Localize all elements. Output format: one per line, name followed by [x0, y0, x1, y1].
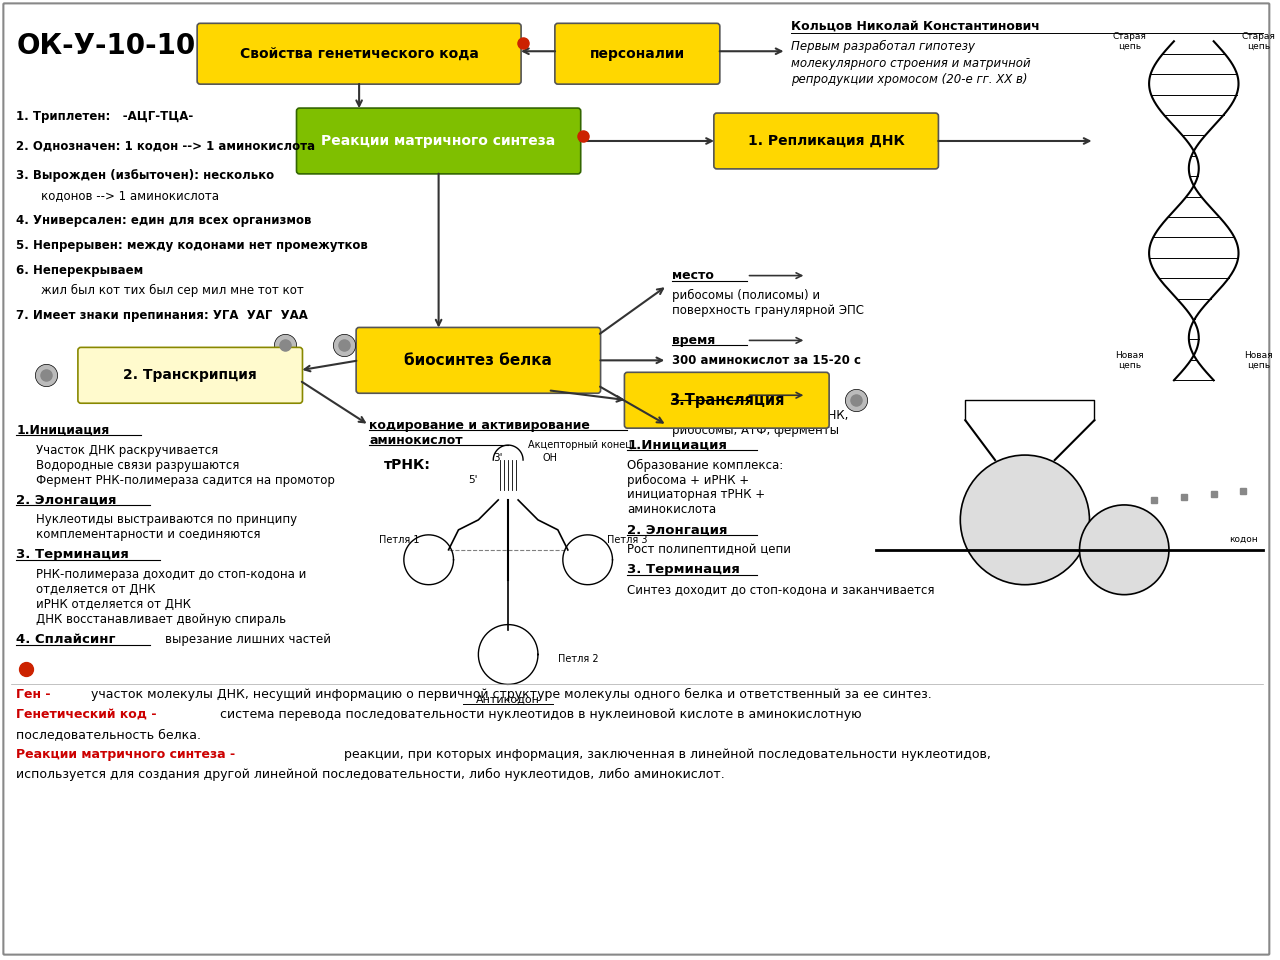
Text: вырезание лишних частей: вырезание лишних частей: [165, 633, 332, 646]
Text: РНК-полимераза доходит до стоп-кодона и: РНК-полимераза доходит до стоп-кодона и: [36, 568, 306, 581]
FancyBboxPatch shape: [554, 23, 719, 84]
Text: 3': 3': [494, 453, 503, 463]
Text: 3.Трансляция: 3.Трансляция: [669, 393, 785, 408]
Text: Рост полипептидной цепи: Рост полипептидной цепи: [627, 543, 791, 556]
Text: Образование комплекса:: Образование комплекса:: [627, 459, 783, 471]
Text: тРНК:: тРНК:: [384, 458, 431, 472]
Text: Акцепторный конец: Акцепторный конец: [529, 440, 632, 450]
Text: 4. Универсален: един для всех организмов: 4. Универсален: един для всех организмов: [17, 214, 311, 228]
Text: Участок ДНК раскручивается: Участок ДНК раскручивается: [36, 444, 219, 457]
Text: аминокислот: аминокислот: [369, 434, 462, 446]
Text: аминокислота: аминокислота: [627, 503, 717, 516]
Text: Старая: Старая: [1112, 32, 1146, 40]
FancyBboxPatch shape: [714, 113, 938, 169]
Text: 1.Инициация: 1.Инициация: [627, 439, 727, 451]
Text: 6. Неперекрываем: 6. Неперекрываем: [17, 264, 143, 277]
Circle shape: [960, 455, 1089, 585]
Text: последовательность белка.: последовательность белка.: [17, 728, 201, 741]
Text: Антикодон: Антикодон: [476, 694, 540, 705]
Text: кодирование и активирование: кодирование и активирование: [369, 419, 590, 432]
Text: Новая: Новая: [1244, 350, 1272, 360]
Text: время: время: [672, 334, 716, 347]
Text: участок молекулы ДНК, несущий информацию о первичной структуре молекулы одного б: участок молекулы ДНК, несущий информацию…: [91, 687, 932, 701]
Text: 2. Элонгация: 2. Элонгация: [17, 493, 116, 507]
Text: кодон: кодон: [1229, 536, 1258, 544]
FancyBboxPatch shape: [197, 23, 521, 84]
Text: ОК-У-10-10: ОК-У-10-10: [17, 33, 196, 60]
Text: Реакции матричного синтеза -: Реакции матричного синтеза -: [17, 748, 236, 760]
Text: ДНК восстанавливает двойную спираль: ДНК восстанавливает двойную спираль: [36, 613, 287, 626]
Circle shape: [1079, 505, 1169, 594]
Text: 1. Триплетен:   -АЦГ-ТЦА-: 1. Триплетен: -АЦГ-ТЦА-: [17, 109, 193, 123]
Text: Петля 1: Петля 1: [379, 535, 419, 545]
Text: Водородные связи разрушаются: Водородные связи разрушаются: [36, 459, 239, 471]
Text: 3. Терминация: 3. Терминация: [627, 564, 740, 576]
Text: 2. Однозначен: 1 кодон --> 1 аминокислота: 2. Однозначен: 1 кодон --> 1 аминокислот…: [17, 139, 315, 153]
Text: Первым разработал гипотезу: Первым разработал гипотезу: [791, 39, 975, 53]
Text: цепь: цепь: [1247, 361, 1270, 370]
Text: реакции, при которых информация, заключенная в линейной последовательности нукле: реакции, при которых информация, заключе…: [344, 748, 991, 760]
Text: Петля 2: Петля 2: [558, 655, 599, 664]
Text: аминокислоты,  иРНК, тРНК,: аминокислоты, иРНК, тРНК,: [672, 409, 849, 421]
Text: место: место: [672, 269, 714, 282]
Text: рибосома + иРНК +: рибосома + иРНК +: [627, 473, 750, 487]
FancyBboxPatch shape: [78, 348, 302, 403]
FancyBboxPatch shape: [625, 372, 829, 428]
Text: цепь: цепь: [1117, 41, 1140, 51]
Text: условия: условия: [672, 389, 730, 401]
Text: Нуклеотиды выстраиваются по принципу: Нуклеотиды выстраиваются по принципу: [36, 514, 297, 526]
Text: кодонов --> 1 аминокислота: кодонов --> 1 аминокислота: [41, 189, 219, 203]
Text: 1.Инициация: 1.Инициация: [17, 423, 110, 437]
Text: используется для создания другой линейной последовательности, либо нуклеотидов, : используется для создания другой линейно…: [17, 768, 724, 780]
Text: персоналии: персоналии: [590, 47, 685, 60]
Text: комплементарности и соединяются: комплементарности и соединяются: [36, 528, 261, 541]
Text: Генетический код -: Генетический код -: [17, 708, 156, 721]
Text: 1. Репликация ДНК: 1. Репликация ДНК: [748, 134, 905, 148]
Text: рибосомы (полисомы) и: рибосомы (полисомы) и: [672, 289, 820, 302]
Text: Фермент РНК-полимераза садится на промотор: Фермент РНК-полимераза садится на промот…: [36, 473, 335, 487]
Text: 7. Имеет знаки препинания: УГА  УАГ  УАА: 7. Имеет знаки препинания: УГА УАГ УАА: [17, 309, 308, 322]
Text: 3. Вырожден (избыточен): несколько: 3. Вырожден (избыточен): несколько: [17, 169, 274, 182]
Text: Старая: Старая: [1242, 32, 1275, 40]
Text: рибосомы, АТФ, ферменты: рибосомы, АТФ, ферменты: [672, 423, 840, 437]
Text: Петля 3: Петля 3: [607, 535, 648, 545]
Text: 5': 5': [468, 475, 479, 485]
Text: отделяется от ДНК: отделяется от ДНК: [36, 583, 156, 596]
Text: Реакции матричного синтеза: Реакции матричного синтеза: [321, 134, 556, 148]
Text: 300 аминокислот за 15-20 с: 300 аминокислот за 15-20 с: [672, 354, 861, 367]
Text: 4. Сплайсинг: 4. Сплайсинг: [17, 633, 115, 646]
Text: ОН: ОН: [543, 453, 558, 463]
Text: 2. Элонгация: 2. Элонгация: [627, 523, 728, 537]
FancyBboxPatch shape: [297, 108, 581, 174]
Text: цепь: цепь: [1247, 41, 1270, 51]
Text: система перевода последовательности нуклеотидов в нуклеиновой кислоте в аминокис: система перевода последовательности нукл…: [220, 708, 861, 721]
Text: Синтез доходит до стоп-кодона и заканчивается: Синтез доходит до стоп-кодона и заканчив…: [627, 583, 934, 596]
Text: Ген -: Ген -: [17, 688, 51, 701]
Text: репродукции хромосом (20-е гг. ХХ в): репродукции хромосом (20-е гг. ХХ в): [791, 73, 1028, 85]
Text: молекулярного строения и матричной: молекулярного строения и матричной: [791, 57, 1030, 70]
Text: 2. Транскрипция: 2. Транскрипция: [123, 369, 257, 382]
Text: Свойства генетического кода: Свойства генетического кода: [239, 47, 479, 60]
FancyBboxPatch shape: [356, 327, 600, 394]
Text: биосинтез белка: биосинтез белка: [404, 353, 552, 368]
Text: Кольцов Николай Константинович: Кольцов Николай Константинович: [791, 20, 1041, 33]
Text: 5. Непрерывен: между кодонами нет промежутков: 5. Непрерывен: между кодонами нет промеж…: [17, 239, 369, 252]
Text: цепь: цепь: [1117, 361, 1140, 370]
Text: Новая: Новая: [1115, 350, 1143, 360]
Text: поверхность гранулярной ЭПС: поверхность гранулярной ЭПС: [672, 304, 864, 317]
Text: жил был кот тих был сер мил мне тот кот: жил был кот тих был сер мил мне тот кот: [41, 284, 303, 297]
Text: 3. Терминация: 3. Терминация: [17, 548, 129, 562]
Text: иРНК отделяется от ДНК: иРНК отделяется от ДНК: [36, 598, 191, 612]
Text: инициаторная тРНК +: инициаторная тРНК +: [627, 489, 765, 501]
